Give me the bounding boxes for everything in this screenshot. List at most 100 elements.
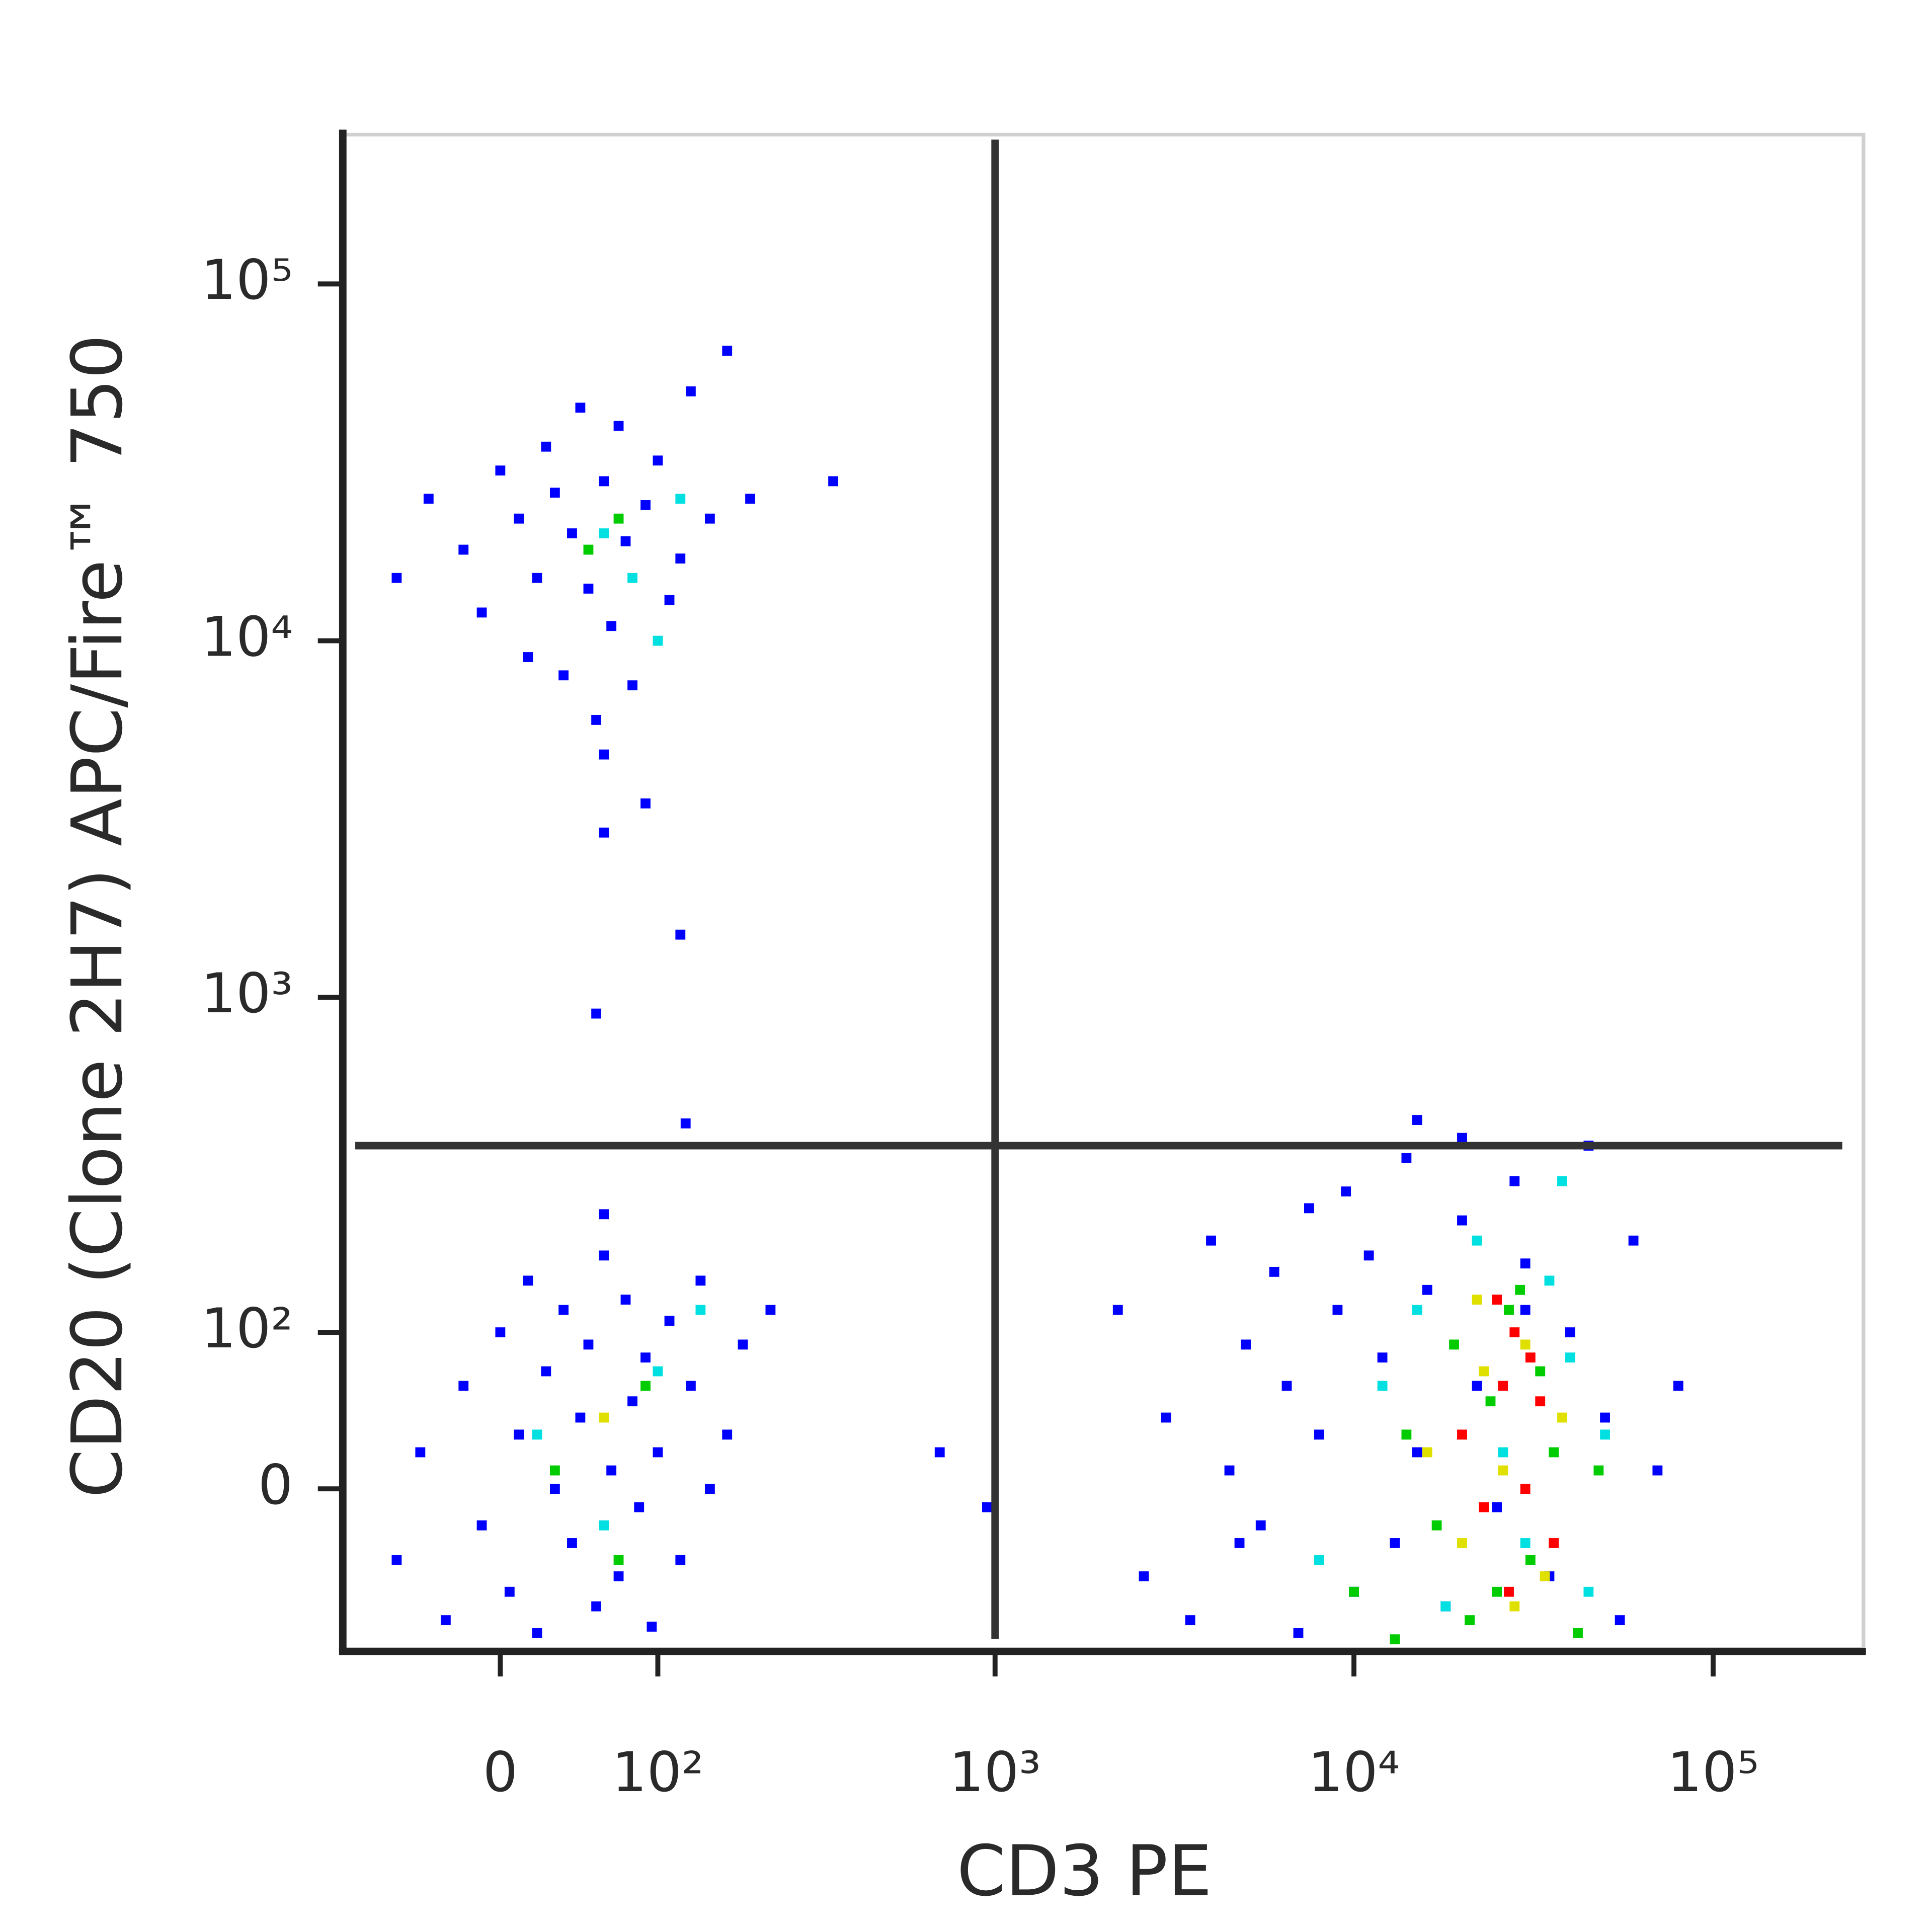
point <box>1509 1176 1520 1186</box>
point <box>458 1381 469 1391</box>
point <box>675 1555 686 1565</box>
point <box>765 1305 776 1315</box>
point <box>664 1316 675 1326</box>
point <box>634 1502 645 1512</box>
point <box>1504 1305 1514 1315</box>
point <box>532 573 542 583</box>
point <box>1349 1586 1359 1597</box>
point <box>613 1571 624 1582</box>
point <box>1457 1429 1467 1440</box>
point <box>1422 1447 1432 1458</box>
point <box>704 513 715 524</box>
point <box>1549 1538 1559 1548</box>
point <box>599 749 609 760</box>
x-tick-label: 10⁴ <box>1308 1740 1400 1804</box>
point <box>1281 1381 1292 1391</box>
point <box>1422 1284 1432 1295</box>
point <box>599 528 609 539</box>
point <box>704 1484 715 1494</box>
point <box>695 1305 706 1315</box>
point <box>613 1555 624 1565</box>
point <box>591 1008 602 1019</box>
point <box>620 536 631 546</box>
point <box>458 544 469 555</box>
point <box>606 621 617 631</box>
point <box>722 346 733 356</box>
point <box>653 455 663 466</box>
point <box>738 1339 748 1350</box>
point <box>1600 1429 1610 1440</box>
point <box>685 386 696 396</box>
point <box>1520 1305 1531 1315</box>
point <box>1139 1571 1149 1582</box>
point <box>653 635 663 646</box>
point <box>476 1520 487 1531</box>
point <box>1565 1352 1575 1363</box>
point <box>680 1118 691 1129</box>
point <box>575 403 586 413</box>
x-tick-label: 0 <box>483 1740 518 1804</box>
point <box>1583 1586 1594 1597</box>
point <box>1390 1634 1400 1645</box>
point <box>1520 1484 1531 1494</box>
point <box>1401 1429 1412 1440</box>
point <box>1440 1601 1451 1612</box>
point <box>1520 1538 1531 1548</box>
point <box>1449 1339 1459 1350</box>
point <box>558 1305 569 1315</box>
y-axis-title: CD20 (Clone 2H7) APC/Fire™ 750 <box>56 335 138 1498</box>
point <box>685 1381 696 1391</box>
point <box>1234 1538 1245 1548</box>
point <box>1465 1615 1475 1626</box>
point <box>541 441 551 452</box>
point <box>613 421 624 431</box>
point <box>1573 1628 1583 1638</box>
point <box>1304 1203 1314 1214</box>
x-tick-label: 10⁵ <box>1667 1740 1759 1804</box>
point <box>1485 1396 1496 1407</box>
point <box>514 513 524 524</box>
point <box>514 1429 524 1440</box>
point <box>1557 1412 1567 1423</box>
point <box>1509 1327 1520 1338</box>
point <box>1377 1381 1388 1391</box>
point <box>1498 1447 1508 1458</box>
point <box>613 513 624 524</box>
point <box>1615 1615 1625 1626</box>
point <box>504 1586 515 1597</box>
point <box>1412 1305 1422 1315</box>
y-tick-label: 10⁵ <box>201 248 293 312</box>
point <box>1479 1502 1489 1512</box>
point <box>1492 1502 1502 1512</box>
point <box>1540 1571 1550 1582</box>
x-tick-label: 10² <box>612 1740 703 1804</box>
point <box>1269 1266 1279 1277</box>
point <box>1185 1615 1195 1626</box>
point <box>523 652 533 662</box>
point <box>1535 1396 1546 1407</box>
point <box>523 1275 533 1286</box>
y-tick-label: 10³ <box>201 961 293 1025</box>
point <box>1520 1339 1531 1350</box>
point <box>583 1339 594 1350</box>
point <box>567 1538 577 1548</box>
point <box>549 1465 560 1476</box>
point <box>647 1622 657 1632</box>
point <box>1341 1186 1351 1197</box>
point <box>1224 1465 1235 1476</box>
point <box>1314 1555 1324 1565</box>
point <box>1472 1295 1482 1305</box>
point <box>1377 1352 1388 1363</box>
point <box>1390 1538 1400 1548</box>
point <box>982 1502 992 1512</box>
point <box>1472 1235 1482 1246</box>
point <box>653 1447 663 1458</box>
point <box>627 680 637 691</box>
point <box>1457 1538 1467 1548</box>
point <box>1557 1176 1567 1186</box>
point <box>1492 1586 1502 1597</box>
point <box>575 1412 586 1423</box>
point <box>391 573 402 583</box>
point <box>664 595 675 605</box>
